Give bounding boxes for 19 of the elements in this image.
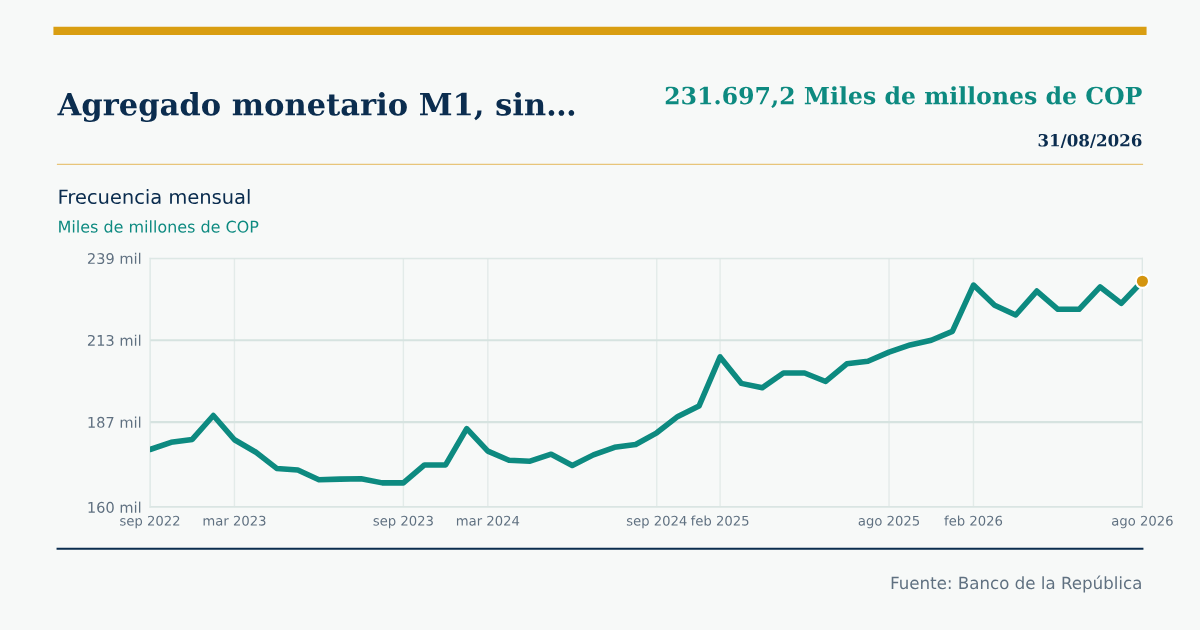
x-tick-label: ago 2026	[1112, 515, 1173, 529]
y-tick-label: 187 mil	[88, 416, 141, 428]
y-tick-label: 213 mil	[87, 334, 141, 346]
x-tick-label: feb 2025	[690, 515, 749, 526]
y-tick-label: 239 mil	[87, 252, 141, 265]
x-tick-label: mar 2023	[203, 515, 266, 526]
text: 231.697,2 Miles de millones de COP	[665, 86, 1142, 109]
x-tick-label: sep 2022	[120, 515, 180, 529]
text: 31/08/2026	[1038, 133, 1142, 148]
y-axis-title: Miles de millones de COP	[59, 220, 259, 233]
y-tick-label: 160 mil	[88, 501, 141, 513]
x-tick-label: sep 2024	[626, 515, 687, 529]
x-tick-label: sep 2023	[373, 515, 433, 529]
chart-subtitle: Frecuencia mensual	[59, 189, 250, 205]
chart-title: Agregado monetario M1, sin…	[57, 92, 575, 123]
x-tick-label: mar 2024	[456, 515, 520, 526]
source-note: Fuente: Banco de la República	[891, 575, 1141, 593]
x-tick-label: ago 2025	[858, 515, 920, 529]
x-tick-label: feb 2026	[944, 515, 1003, 526]
